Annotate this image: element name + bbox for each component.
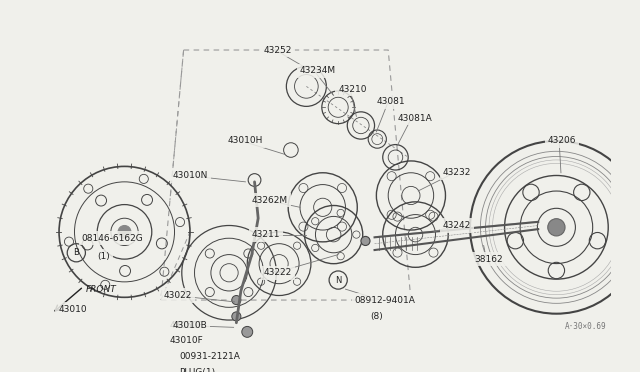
Circle shape: [361, 236, 370, 246]
Text: 38162: 38162: [475, 255, 503, 264]
Text: 43081: 43081: [376, 97, 405, 106]
Text: 43232: 43232: [443, 168, 471, 177]
Circle shape: [232, 295, 241, 305]
Text: 43211: 43211: [252, 230, 280, 239]
Text: N: N: [335, 276, 341, 285]
Text: 43010H: 43010H: [227, 137, 262, 145]
Text: B: B: [74, 248, 79, 257]
Text: 43206: 43206: [547, 137, 576, 145]
Text: 43050F: 43050F: [170, 321, 204, 330]
Circle shape: [118, 225, 131, 238]
Text: 43242: 43242: [443, 221, 471, 230]
Text: 43010: 43010: [58, 305, 87, 314]
Text: 08912-9401A: 08912-9401A: [355, 295, 415, 305]
Circle shape: [242, 326, 253, 337]
Text: 43010N: 43010N: [173, 171, 208, 180]
Text: 43234M: 43234M: [300, 67, 336, 76]
Text: (1): (1): [97, 252, 110, 261]
Text: 43010B: 43010B: [173, 321, 207, 330]
Text: 43081A: 43081A: [397, 114, 432, 123]
Text: FRONT: FRONT: [85, 285, 116, 294]
Text: 43252: 43252: [264, 45, 292, 55]
Text: (8): (8): [370, 312, 383, 321]
Text: A·30×0.69: A·30×0.69: [564, 322, 607, 331]
Text: 08146-6162G: 08146-6162G: [82, 234, 143, 243]
Text: 43210: 43210: [338, 84, 367, 94]
Text: 43222: 43222: [264, 268, 292, 277]
Text: 43010F: 43010F: [170, 336, 204, 346]
Circle shape: [548, 219, 565, 236]
Text: PLUG(1): PLUG(1): [179, 368, 215, 372]
Circle shape: [232, 312, 241, 321]
Text: 00931-2121A: 00931-2121A: [179, 352, 240, 361]
Text: 43262M: 43262M: [252, 196, 288, 205]
Text: 43022: 43022: [164, 291, 192, 300]
